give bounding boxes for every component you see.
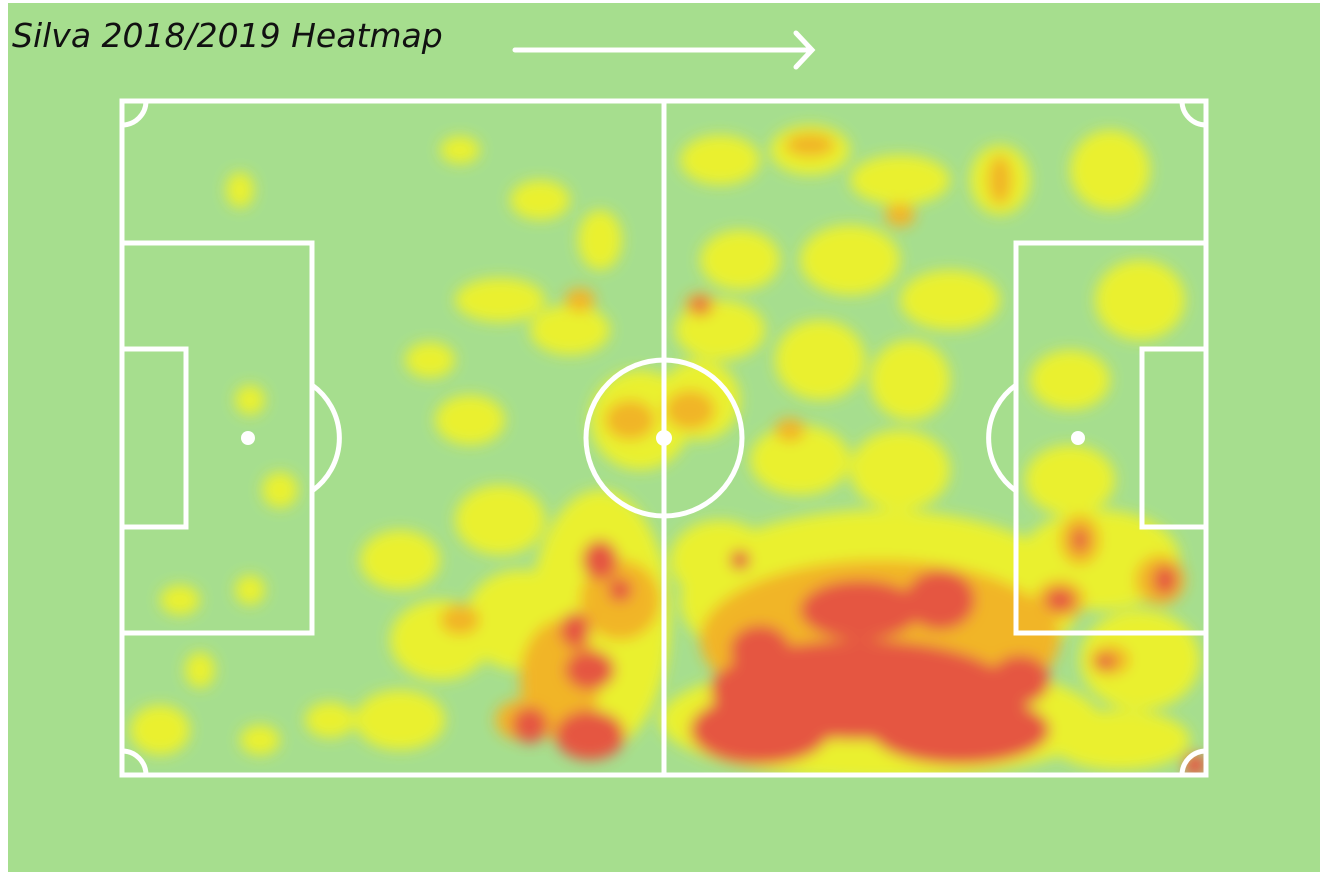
pitch-lines — [119, 98, 1209, 778]
title: Silva 2018/2019 Heatmap — [12, 16, 443, 55]
direction-arrow — [512, 30, 816, 70]
heat-high — [512, 297, 1206, 775]
heat-layer — [130, 125, 1206, 775]
